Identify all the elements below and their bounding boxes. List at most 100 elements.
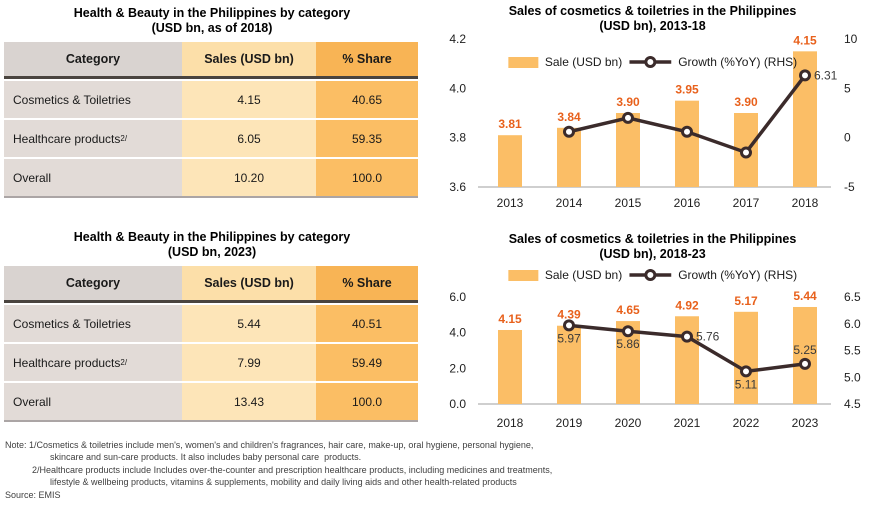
chart-legend: Sale (USD bn) Growth (%YoY) (RHS) (507, 268, 798, 282)
growth-marker (681, 125, 693, 138)
growth-value-label: 6.31 (814, 68, 838, 82)
sales-bar (616, 113, 640, 187)
column-header-sales: Sales (USD bn) (182, 42, 316, 79)
chart-legend: Sale (USD bn) Growth (%YoY) (RHS) (507, 55, 798, 69)
table-cell-share: 40.51 (316, 305, 418, 342)
right-axis-tick: -5 (844, 180, 855, 194)
right-axis-tick: 6.5 (844, 290, 861, 304)
x-axis-label: 2015 (615, 196, 642, 210)
category-label: Healthcare products (13, 355, 121, 370)
x-axis-label: 2023 (792, 416, 819, 430)
footnote-line: lifestyle & wellbeing products, vitamins… (50, 477, 517, 487)
category-label: Cosmetics & Toiletries (13, 316, 131, 331)
x-axis-label: 2018 (792, 196, 819, 210)
left-axis-tick: 6.0 (449, 290, 466, 304)
right-axis-tick: 4.5 (844, 397, 861, 411)
table-cell-sales: 7.99 (182, 344, 316, 381)
left-axis-tick: 4.0 (449, 81, 466, 95)
growth-value-label: 5.97 (557, 331, 581, 345)
column-header-category: Category (4, 42, 182, 79)
growth-marker (622, 325, 634, 338)
bar-value-label: 4.92 (675, 298, 699, 312)
growth-marker (740, 146, 752, 159)
bar-value-label: 3.81 (498, 117, 522, 131)
bar-value-label: 4.65 (616, 303, 640, 317)
left-axis-tick: 3.6 (449, 180, 466, 194)
table-title-line1: Health & Beauty in the Philippines by ca… (73, 6, 351, 20)
bar-value-label: 4.15 (793, 33, 817, 47)
table-cell-share: 40.65 (316, 81, 418, 118)
bar-value-label: 3.95 (675, 83, 699, 97)
bar-value-label: 3.90 (734, 95, 758, 109)
category-label: Cosmetics & Toiletries (13, 92, 131, 107)
footnote-line: 2/Healthcare products include Includes o… (32, 465, 553, 475)
legend-line-glyph (629, 56, 672, 68)
table-2018-title: Health & Beauty in the Philippines by ca… (0, 6, 424, 36)
growth-marker (681, 330, 693, 343)
left-axis-tick: 0.0 (449, 397, 466, 411)
x-axis-label: 2020 (615, 416, 642, 430)
footnote-line: skincare and sun-care products. It also … (50, 452, 362, 462)
chart-plot-area: 4.2 4.0 3.8 3.6 10 5 0 -5 2013 2014 2015 2016 2017 20… (449, 32, 857, 210)
x-axis-label: 2014 (556, 196, 583, 210)
category-label: Overall (13, 170, 52, 185)
column-header-sales: Sales (USD bn) (182, 266, 316, 303)
right-axis-tick: 0 (844, 131, 851, 145)
table-title-line1: Health & Beauty in the Philippines by ca… (73, 230, 351, 244)
category-label: Overall (13, 394, 52, 409)
table-row-category: Cosmetics & Toiletries (4, 81, 182, 118)
sales-bar (675, 100, 699, 187)
bar-value-label: 3.90 (616, 95, 640, 109)
growth-marker (563, 125, 575, 138)
chart-title: Sales of cosmetics & toiletries in the P… (435, 4, 870, 34)
x-axis-label: 2022 (733, 416, 760, 430)
table-cell-sales: 6.05 (182, 120, 316, 157)
x-axis-label: 2013 (497, 196, 524, 210)
sales-bar (498, 135, 522, 187)
left-axis-tick: 4.2 (449, 32, 466, 46)
growth-value-label: 5.86 (616, 337, 640, 351)
table-row-category: Healthcare products 2/ (4, 344, 182, 381)
growth-marker (799, 357, 811, 370)
column-header-share: % Share (316, 266, 418, 303)
table-cell-share: 100.0 (316, 159, 418, 196)
category-label: Healthcare products (13, 131, 121, 146)
growth-marker (622, 111, 634, 124)
category-table-2018: Category Sales (USD bn) % Share Cosmetic… (4, 42, 418, 198)
sales-bar (734, 311, 758, 404)
table-cell-sales: 4.15 (182, 81, 316, 118)
table-2023-title: Health & Beauty in the Philippines by ca… (0, 230, 424, 260)
growth-marker (799, 69, 811, 82)
table-row-category: Cosmetics & Toiletries (4, 305, 182, 342)
sales-chart-2013-18: 4.2 4.0 3.8 3.6 10 5 0 -5 2013 2014 2015 2016 2017 20… (435, 0, 870, 222)
legend-line-glyph (629, 269, 672, 281)
chart-title-line1: Sales of cosmetics & toiletries in the P… (508, 232, 797, 246)
table-cell-share: 59.49 (316, 344, 418, 381)
growth-marker (563, 319, 575, 332)
table-title-line2: (USD bn, 2023) (167, 245, 257, 259)
growth-value-label: 5.76 (696, 330, 720, 344)
table-cell-sales: 5.44 (182, 305, 316, 342)
table-row-category: Overall (4, 159, 182, 196)
sales-bar (498, 329, 522, 404)
sales-bar (557, 325, 581, 404)
bar-value-label: 5.44 (793, 289, 817, 303)
table-cell-sales: 10.20 (182, 159, 316, 196)
table-cell-share: 100.0 (316, 383, 418, 420)
left-axis-tick: 4.0 (449, 326, 466, 340)
chart-title: Sales of cosmetics & toiletries in the P… (435, 232, 870, 262)
right-axis-tick: 6.0 (844, 317, 861, 331)
legend-line-label: Growth (%YoY) (RHS) (678, 268, 798, 282)
legend-bar-swatch (507, 269, 538, 281)
chart-title-line2: (USD bn), 2018-23 (599, 247, 706, 261)
legend-bar-label: Sale (USD bn) (544, 268, 623, 282)
legend-line-label: Growth (%YoY) (RHS) (678, 55, 798, 69)
sales-chart-2018-23: 6.0 4.0 2.0 0.0 6.5 6.0 5.5 5.0 4.5 2018 2019 2020 2… (435, 228, 870, 450)
bar-value-label: 4.39 (557, 308, 581, 322)
bar-value-label: 4.15 (498, 312, 522, 326)
legend-bar-label: Sale (USD bn) (544, 55, 623, 69)
table-cell-sales: 13.43 (182, 383, 316, 420)
left-axis-tick: 2.0 (449, 361, 466, 375)
table-row-category: Overall (4, 383, 182, 420)
